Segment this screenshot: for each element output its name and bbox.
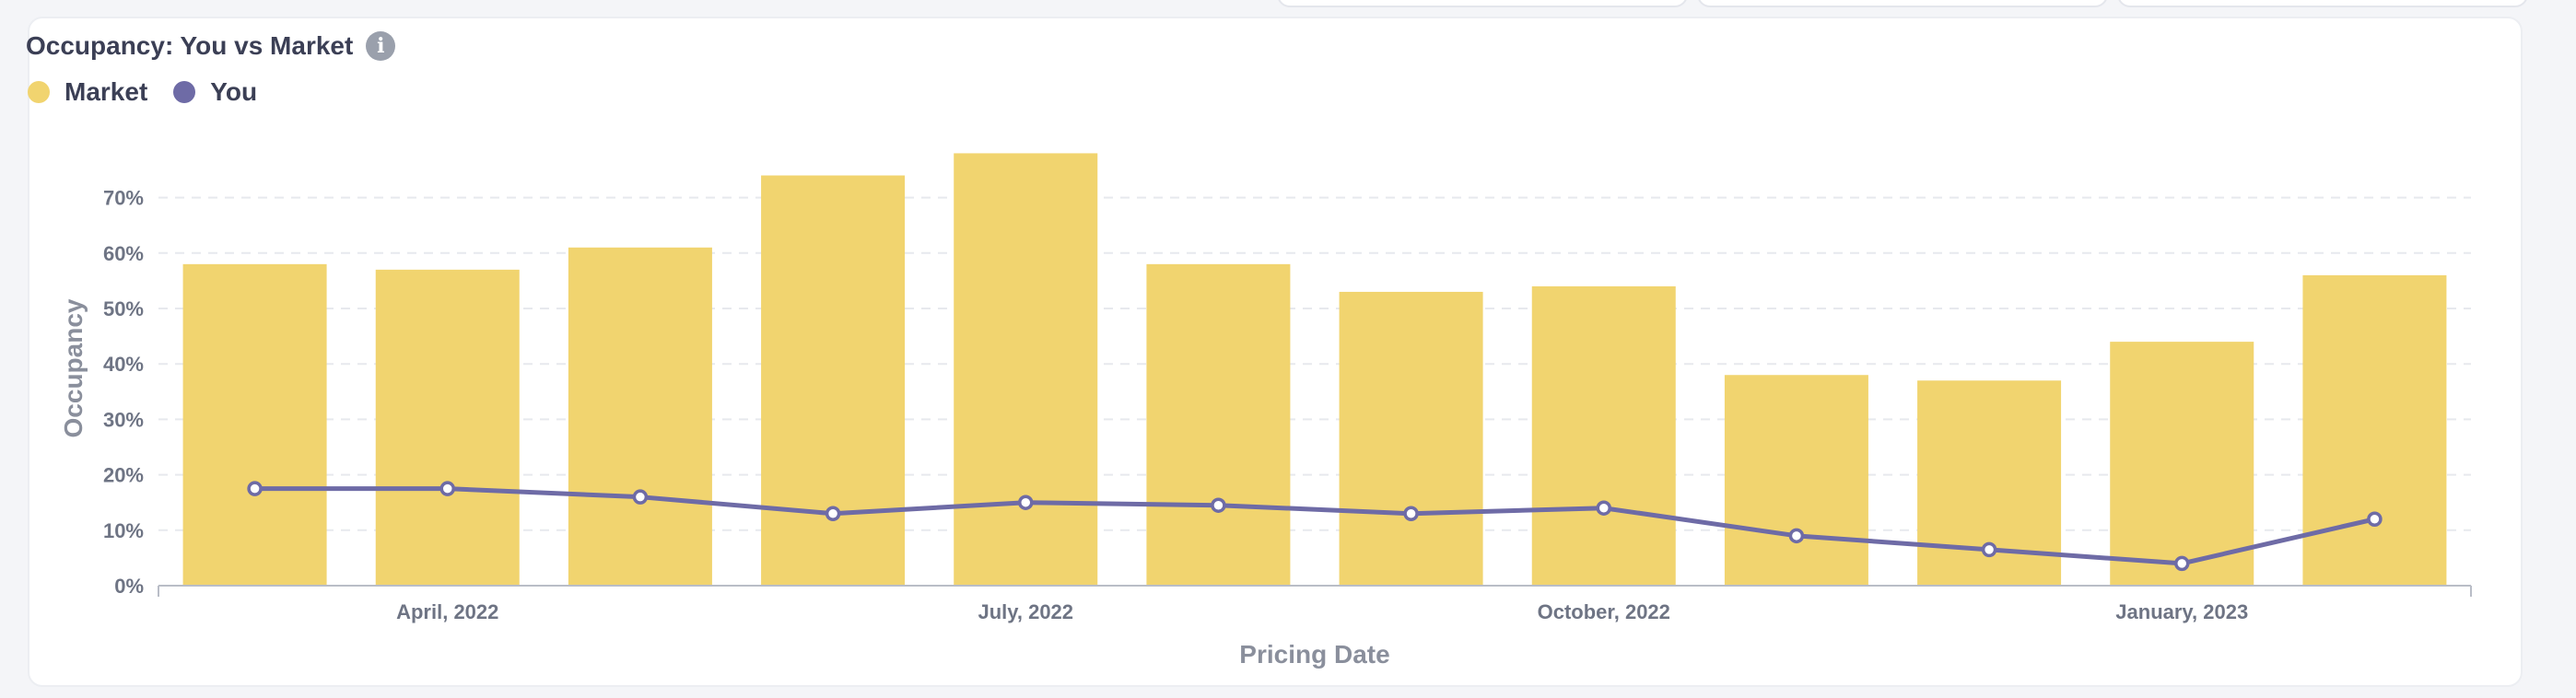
- point-you: [1211, 497, 1226, 513]
- point-you: [1403, 506, 1419, 521]
- bar-market: [568, 247, 712, 586]
- y-tick-label: 70%: [103, 187, 144, 210]
- point-you: [825, 506, 841, 521]
- bar-market: [1531, 285, 1676, 586]
- bar-market: [375, 269, 520, 586]
- point-you: [632, 489, 649, 505]
- x-axis-title: Pricing Date: [1239, 640, 1389, 669]
- legend-label: You: [210, 77, 258, 106]
- y-tick-label: 40%: [103, 353, 144, 376]
- info-icon[interactable]: i: [366, 31, 396, 61]
- point-you: [1788, 528, 1805, 544]
- y-tick-label: 60%: [103, 242, 144, 265]
- line-you: [254, 486, 2375, 566]
- x-tick-label: July, 2022: [978, 600, 1073, 623]
- bar-market: [761, 175, 906, 586]
- point-you: [1981, 541, 1997, 558]
- y-tick-label: 20%: [103, 464, 144, 487]
- y-tick-label: 10%: [103, 519, 144, 542]
- x-tick-label: October, 2022: [1538, 600, 1670, 623]
- y-tick-label: 0%: [114, 575, 144, 598]
- point-you: [247, 481, 263, 496]
- bar-market: [2302, 274, 2447, 586]
- point-you: [2367, 511, 2383, 528]
- legend-item-market[interactable]: Market: [28, 77, 147, 107]
- bar-market: [1146, 263, 1291, 586]
- legend-item-you[interactable]: You: [173, 77, 257, 107]
- bar-market: [2110, 342, 2254, 586]
- y-axis-title: Occupancy: [59, 298, 88, 437]
- point-you: [1018, 494, 1034, 510]
- chart-legend: Market You: [28, 72, 257, 112]
- chart-title: Occupancy: You vs Market: [26, 31, 354, 60]
- y-tick-label: 50%: [103, 297, 144, 320]
- y-tick-label: 30%: [103, 408, 144, 431]
- point-you: [439, 481, 455, 496]
- bar-market: [1724, 375, 1868, 586]
- bar-market: [954, 153, 1098, 586]
- legend-swatch: [28, 81, 50, 103]
- point-you: [1596, 500, 1611, 516]
- x-tick-label: April, 2022: [396, 600, 498, 623]
- legend-label: Market: [64, 77, 148, 106]
- point-you: [2174, 555, 2190, 572]
- chart-header: Occupancy: You vs Market i: [26, 26, 396, 66]
- bar-market: [1339, 291, 1483, 586]
- legend-swatch: [173, 81, 196, 103]
- x-tick-label: January, 2023: [2115, 600, 2248, 623]
- bar-market: [182, 263, 327, 586]
